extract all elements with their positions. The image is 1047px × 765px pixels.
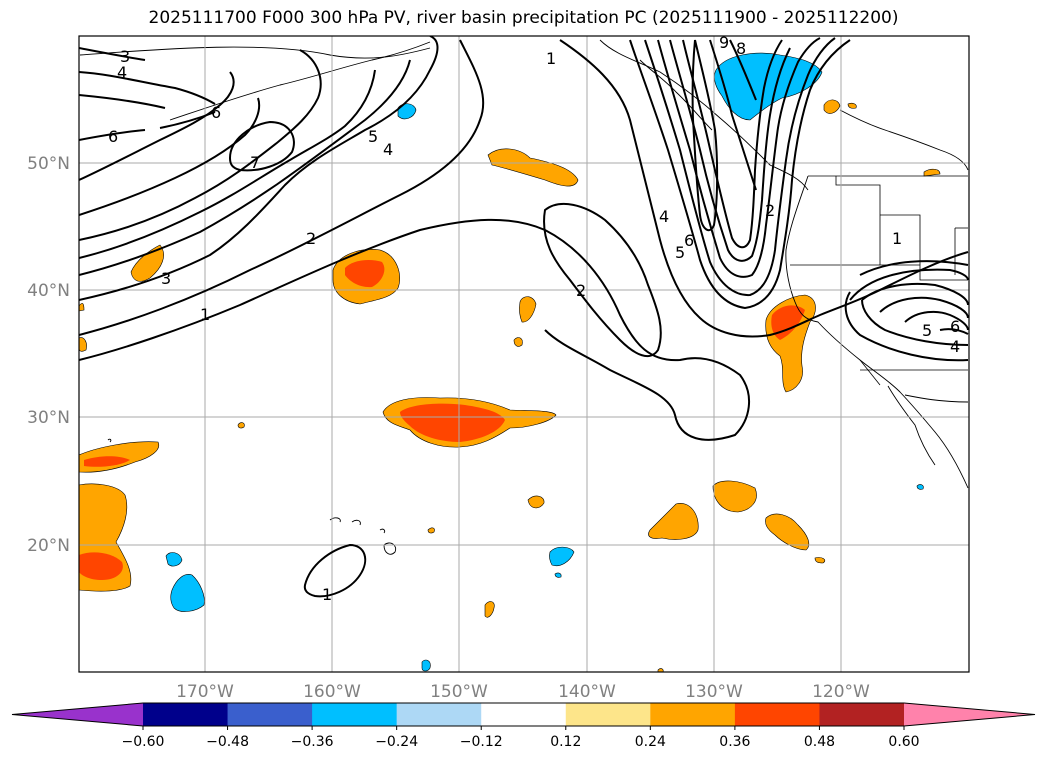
- precip-positive-area: [814, 557, 826, 564]
- pv-label: 5: [675, 243, 685, 262]
- map-frame: [78, 35, 970, 673]
- pv-label: 3: [120, 47, 130, 66]
- colorbar-tick-label: 0.24: [635, 734, 666, 750]
- map-panel: 3 4 6 6 7 5 4 3 2 1 1 2 4 6 5 2 9 8 1 6 …: [79, 33, 969, 672]
- colorbar-tick-label: −0.12: [460, 734, 503, 750]
- precip-negative-area: [549, 546, 575, 567]
- pv-label: 4: [383, 140, 393, 159]
- precip-positive-area: [657, 668, 664, 672]
- colorbar-tick-label: −0.36: [291, 734, 334, 750]
- pv-label: 2: [765, 201, 775, 220]
- precip-positive-area: [484, 601, 495, 618]
- colorbar-swatch: [396, 703, 482, 726]
- pv-label: 1: [200, 305, 210, 324]
- colorbar-tick-label: −0.24: [375, 734, 418, 750]
- colorbar-extend-max: [904, 703, 1035, 726]
- pv-label: 1: [546, 49, 556, 68]
- precip-negative-area: [916, 484, 924, 490]
- pv-label: 4: [950, 337, 960, 356]
- pv-label: 6: [950, 317, 960, 336]
- precip-positive-area: [79, 303, 85, 312]
- pv-label: 5: [368, 127, 378, 146]
- colorbar-tick-label: 0.60: [888, 734, 919, 750]
- precip-strong-area: [79, 552, 123, 580]
- colorbar-tick-label: −0.60: [122, 734, 165, 750]
- precip-strong-area: [84, 456, 130, 467]
- precip-positive-area: [237, 422, 245, 429]
- pv-label: 4: [117, 63, 127, 82]
- lon-label: 170°W: [176, 682, 234, 702]
- pv-label: 4: [659, 207, 669, 226]
- lon-label: 130°W: [685, 682, 743, 702]
- precip-positive-area: [648, 503, 699, 540]
- precip-negative-area: [554, 572, 562, 578]
- precip-positive-area: [519, 296, 537, 323]
- lat-label: 30°N: [27, 408, 70, 428]
- precip-negative-area: [421, 659, 431, 672]
- precip-positive-area: [847, 102, 857, 109]
- lon-label: 160°W: [303, 682, 361, 702]
- precip-positive-area: [923, 168, 941, 177]
- pv-label: 7: [250, 153, 260, 172]
- colorbar-swatch: [650, 703, 736, 726]
- colorbar-tick-label: 0.12: [550, 734, 581, 750]
- lon-label: 140°W: [558, 682, 616, 702]
- colorbar-swatch: [312, 703, 398, 726]
- coastlines: [79, 39, 969, 555]
- lat-label: 20°N: [27, 536, 70, 556]
- colorbar-swatch: [819, 703, 905, 726]
- pv-label: 3: [161, 269, 171, 288]
- colorbar-tick-label: 0.48: [804, 734, 835, 750]
- pv-label: 1: [322, 585, 332, 604]
- precip-positive-area: [765, 513, 810, 551]
- pv-labels: 3 4 6 6 7 5 4 3 2 1 1 2 4 6 5 2 9 8 1 6 …: [108, 33, 960, 604]
- pv-label: 6: [684, 231, 694, 250]
- colorbar-extend-min: [12, 703, 143, 726]
- precip-positive-area: [712, 480, 757, 513]
- pv-label: 2: [576, 281, 586, 300]
- map-title: 2025111700 F000 300 hPa PV, river basin …: [148, 8, 899, 28]
- precip-strong-area: [400, 403, 505, 442]
- precip-negative-area: [165, 552, 183, 567]
- gridlines: [79, 36, 969, 672]
- colorbar-tick-label: −0.48: [206, 734, 249, 750]
- colorbar-swatch: [565, 703, 651, 726]
- lat-label: 40°N: [27, 281, 70, 301]
- precip-positive-area: [823, 99, 841, 114]
- colorbar-tick-label: 0.36: [719, 734, 750, 750]
- precip-negative-area: [170, 574, 205, 612]
- precip-positive-area: [527, 495, 545, 509]
- pv-label: 6: [108, 127, 118, 146]
- pv-label: 6: [211, 103, 221, 122]
- colorbar-swatch: [481, 703, 567, 726]
- precip-positive-area: [427, 527, 435, 534]
- pv-label: 2: [306, 229, 316, 248]
- pv-label: 1: [892, 229, 902, 248]
- pv-label: 9: [719, 33, 729, 52]
- latitude-labels: 50°N 40°N 30°N 20°N: [27, 154, 70, 556]
- borders: [790, 175, 968, 386]
- colorbar-swatch: [734, 703, 820, 726]
- precip-positive-area: [487, 148, 579, 187]
- colorbar: −0.60 −0.48 −0.36 −0.24 −0.12 0.12 0.24 0.36 0.4…: [11, 702, 1036, 750]
- colorbar-swatch: [143, 703, 229, 726]
- pv-label: 5: [922, 321, 932, 340]
- lon-label: 120°W: [812, 682, 870, 702]
- pv-contours: [79, 36, 969, 598]
- longitude-labels: 170°W 160°W 150°W 140°W 130°W 120°W: [176, 682, 870, 702]
- precip-positive-area: [513, 337, 523, 347]
- lon-label: 150°W: [430, 682, 488, 702]
- lat-label: 50°N: [27, 154, 70, 174]
- colorbar-swatch: [227, 703, 313, 726]
- pv-label: 8: [736, 39, 746, 58]
- precip-strong-area: [345, 260, 385, 288]
